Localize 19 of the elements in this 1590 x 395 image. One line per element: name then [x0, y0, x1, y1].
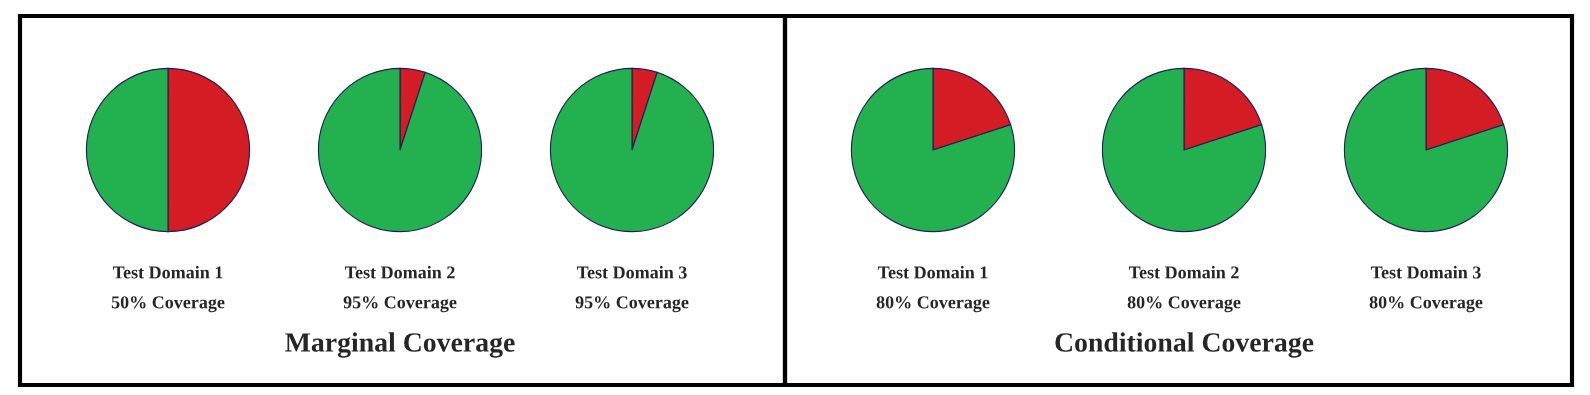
pie-slice	[549, 67, 715, 233]
pie-slice	[850, 67, 1016, 233]
text: 95% Coverage	[575, 296, 689, 313]
pie-slice	[1101, 67, 1267, 233]
text: 80% Coverage	[876, 296, 990, 313]
text: Test Domain 2	[1128, 265, 1239, 279]
text: 95% Coverage	[343, 296, 457, 313]
text: Test Domain 1	[112, 265, 223, 279]
text: Marginal Coverage	[285, 332, 515, 358]
text: Conditional Coverage	[1055, 332, 1314, 358]
pie-slice	[1343, 67, 1509, 233]
text: 50% Coverage	[111, 296, 225, 313]
pie-slice	[317, 67, 483, 233]
text: 80% Coverage	[1127, 296, 1241, 313]
text: Test Domain 1	[877, 265, 988, 279]
text: 80% Coverage	[1369, 296, 1483, 313]
text: Test Domain 2	[344, 265, 455, 279]
text: Test Domain 3	[576, 265, 687, 279]
text: Test Domain 3	[1370, 265, 1481, 279]
